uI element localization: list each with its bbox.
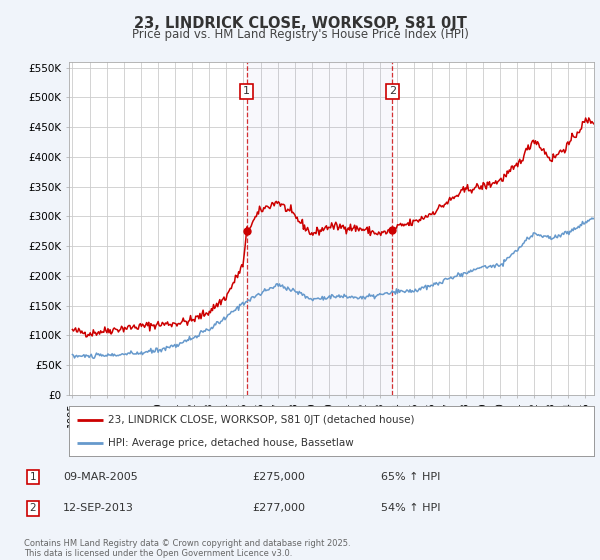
Bar bbox=[247, 62, 392, 395]
Text: HPI: Average price, detached house, Bassetlaw: HPI: Average price, detached house, Bass… bbox=[109, 438, 354, 448]
Text: 2: 2 bbox=[29, 503, 37, 514]
Text: 54% ↑ HPI: 54% ↑ HPI bbox=[381, 503, 440, 514]
Text: 1: 1 bbox=[243, 86, 250, 96]
Text: 09-MAR-2005: 09-MAR-2005 bbox=[63, 472, 138, 482]
Text: Price paid vs. HM Land Registry's House Price Index (HPI): Price paid vs. HM Land Registry's House … bbox=[131, 28, 469, 41]
Text: £275,000: £275,000 bbox=[252, 472, 305, 482]
Text: 1: 1 bbox=[29, 472, 37, 482]
Text: 23, LINDRICK CLOSE, WORKSOP, S81 0JT (detached house): 23, LINDRICK CLOSE, WORKSOP, S81 0JT (de… bbox=[109, 414, 415, 424]
Text: 65% ↑ HPI: 65% ↑ HPI bbox=[381, 472, 440, 482]
Text: 23, LINDRICK CLOSE, WORKSOP, S81 0JT: 23, LINDRICK CLOSE, WORKSOP, S81 0JT bbox=[134, 16, 466, 31]
Text: Contains HM Land Registry data © Crown copyright and database right 2025.
This d: Contains HM Land Registry data © Crown c… bbox=[24, 539, 350, 558]
Text: 12-SEP-2013: 12-SEP-2013 bbox=[63, 503, 134, 514]
Text: 2: 2 bbox=[389, 86, 396, 96]
Text: £277,000: £277,000 bbox=[252, 503, 305, 514]
